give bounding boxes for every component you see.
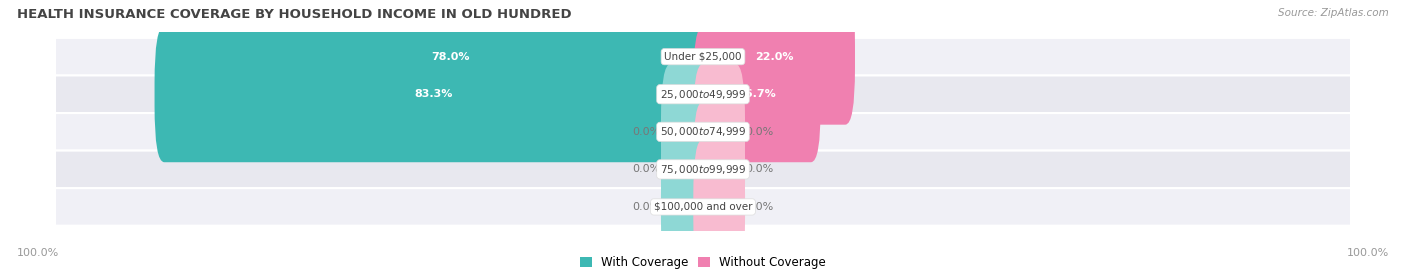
FancyBboxPatch shape xyxy=(661,139,713,269)
FancyBboxPatch shape xyxy=(44,151,1362,188)
Text: Under $25,000: Under $25,000 xyxy=(664,52,742,62)
FancyBboxPatch shape xyxy=(661,101,713,237)
Text: $25,000 to $49,999: $25,000 to $49,999 xyxy=(659,88,747,101)
Text: 0.0%: 0.0% xyxy=(745,202,773,212)
Text: 100.0%: 100.0% xyxy=(1347,248,1389,258)
Text: HEALTH INSURANCE COVERAGE BY HOUSEHOLD INCOME IN OLD HUNDRED: HEALTH INSURANCE COVERAGE BY HOUSEHOLD I… xyxy=(17,8,571,21)
Text: 83.3%: 83.3% xyxy=(415,89,453,99)
FancyBboxPatch shape xyxy=(693,101,745,237)
FancyBboxPatch shape xyxy=(44,76,1362,113)
FancyBboxPatch shape xyxy=(44,38,1362,76)
Text: 0.0%: 0.0% xyxy=(633,202,661,212)
FancyBboxPatch shape xyxy=(155,26,713,162)
FancyBboxPatch shape xyxy=(44,188,1362,226)
FancyBboxPatch shape xyxy=(693,0,855,125)
FancyBboxPatch shape xyxy=(693,139,745,269)
FancyBboxPatch shape xyxy=(693,26,821,162)
Text: 22.0%: 22.0% xyxy=(755,52,793,62)
FancyBboxPatch shape xyxy=(188,0,713,125)
FancyBboxPatch shape xyxy=(661,64,713,200)
Text: 0.0%: 0.0% xyxy=(633,127,661,137)
Text: 0.0%: 0.0% xyxy=(745,127,773,137)
Text: $100,000 and over: $100,000 and over xyxy=(654,202,752,212)
Text: 100.0%: 100.0% xyxy=(17,248,59,258)
Text: Source: ZipAtlas.com: Source: ZipAtlas.com xyxy=(1278,8,1389,18)
Legend: With Coverage, Without Coverage: With Coverage, Without Coverage xyxy=(579,256,827,269)
Text: 0.0%: 0.0% xyxy=(633,164,661,174)
FancyBboxPatch shape xyxy=(693,64,745,200)
Text: 0.0%: 0.0% xyxy=(745,164,773,174)
Text: 16.7%: 16.7% xyxy=(738,89,776,99)
Text: $50,000 to $74,999: $50,000 to $74,999 xyxy=(659,125,747,138)
Text: 78.0%: 78.0% xyxy=(432,52,470,62)
Text: $75,000 to $99,999: $75,000 to $99,999 xyxy=(659,163,747,176)
FancyBboxPatch shape xyxy=(44,113,1362,151)
